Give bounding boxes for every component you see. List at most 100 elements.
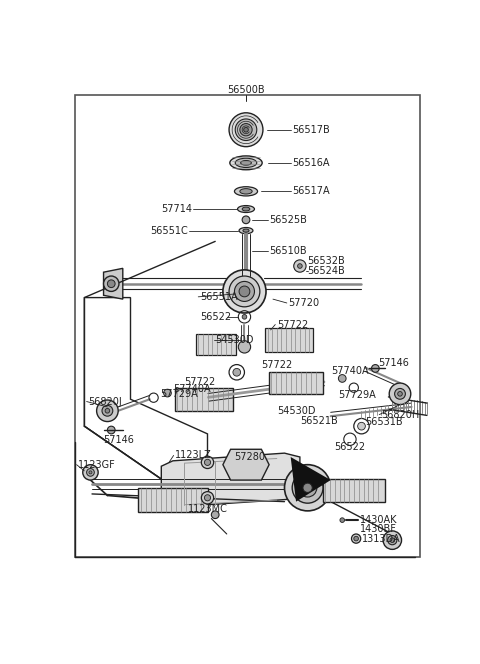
Circle shape bbox=[108, 426, 115, 434]
Circle shape bbox=[108, 280, 115, 288]
Polygon shape bbox=[223, 450, 269, 480]
Text: 56525B: 56525B bbox=[269, 215, 307, 225]
Circle shape bbox=[204, 495, 211, 501]
Circle shape bbox=[239, 286, 250, 297]
Polygon shape bbox=[291, 457, 331, 501]
Text: 57720: 57720 bbox=[288, 298, 320, 308]
Circle shape bbox=[234, 282, 254, 301]
Bar bbox=[175, 388, 233, 411]
Ellipse shape bbox=[239, 228, 253, 234]
Text: 1123MC: 1123MC bbox=[188, 505, 228, 515]
Circle shape bbox=[105, 408, 110, 413]
Text: 1313DA: 1313DA bbox=[361, 534, 400, 544]
Circle shape bbox=[340, 518, 345, 523]
Text: 56531B: 56531B bbox=[365, 418, 403, 428]
Circle shape bbox=[102, 406, 113, 416]
Circle shape bbox=[303, 483, 312, 493]
Circle shape bbox=[235, 119, 257, 141]
Ellipse shape bbox=[240, 189, 252, 194]
Circle shape bbox=[294, 260, 306, 272]
Circle shape bbox=[83, 465, 98, 480]
Text: 56532B: 56532B bbox=[308, 256, 345, 266]
Circle shape bbox=[389, 383, 411, 404]
Text: 57722: 57722 bbox=[184, 376, 216, 386]
Text: 57722: 57722 bbox=[277, 319, 308, 329]
Text: 56510B: 56510B bbox=[269, 246, 307, 256]
Circle shape bbox=[229, 276, 260, 307]
Circle shape bbox=[229, 113, 263, 147]
Circle shape bbox=[351, 534, 361, 543]
Circle shape bbox=[395, 388, 406, 399]
Circle shape bbox=[211, 511, 219, 519]
Text: 57740A: 57740A bbox=[173, 384, 210, 394]
Circle shape bbox=[285, 465, 331, 511]
Circle shape bbox=[242, 216, 250, 224]
Circle shape bbox=[240, 124, 252, 136]
Circle shape bbox=[233, 369, 240, 376]
Text: 57740A: 57740A bbox=[331, 366, 368, 376]
Text: 56521B: 56521B bbox=[300, 416, 337, 426]
Text: 56820H: 56820H bbox=[381, 410, 419, 420]
Circle shape bbox=[244, 127, 248, 132]
Polygon shape bbox=[161, 453, 300, 507]
Circle shape bbox=[223, 270, 266, 313]
Ellipse shape bbox=[234, 187, 258, 196]
Bar bbox=[196, 334, 236, 355]
Circle shape bbox=[372, 365, 379, 373]
Circle shape bbox=[164, 389, 171, 397]
Circle shape bbox=[292, 472, 323, 503]
Circle shape bbox=[238, 341, 251, 353]
Text: 56500B: 56500B bbox=[227, 86, 265, 96]
Ellipse shape bbox=[230, 156, 262, 170]
Circle shape bbox=[242, 315, 247, 319]
Text: 54530D: 54530D bbox=[277, 406, 315, 416]
Text: 56551A: 56551A bbox=[200, 291, 238, 302]
Circle shape bbox=[358, 422, 365, 430]
Text: 56516A: 56516A bbox=[292, 158, 330, 168]
Ellipse shape bbox=[235, 158, 257, 167]
Circle shape bbox=[201, 456, 214, 469]
Bar bbox=[323, 479, 384, 501]
Text: 57714: 57714 bbox=[161, 204, 192, 214]
Circle shape bbox=[204, 459, 211, 465]
Text: 1123LZ: 1123LZ bbox=[175, 450, 212, 460]
Ellipse shape bbox=[240, 161, 252, 165]
Circle shape bbox=[390, 538, 395, 542]
Circle shape bbox=[299, 479, 317, 497]
Text: 57729A: 57729A bbox=[160, 389, 197, 399]
Ellipse shape bbox=[242, 207, 250, 211]
Circle shape bbox=[201, 491, 214, 504]
Bar bbox=[265, 327, 313, 353]
Circle shape bbox=[86, 469, 94, 476]
Ellipse shape bbox=[238, 206, 254, 212]
Text: 56517A: 56517A bbox=[292, 187, 330, 197]
Text: 56517B: 56517B bbox=[292, 125, 330, 135]
Text: 57729A: 57729A bbox=[338, 390, 376, 400]
Text: 1430BF: 1430BF bbox=[360, 525, 397, 535]
Text: 56522: 56522 bbox=[335, 442, 366, 452]
Text: 56524B: 56524B bbox=[308, 266, 345, 276]
Text: 57280: 57280 bbox=[234, 452, 265, 462]
Text: 56820J: 56820J bbox=[88, 396, 122, 406]
Text: 1123GF: 1123GF bbox=[78, 459, 116, 469]
Bar bbox=[138, 488, 207, 513]
Circle shape bbox=[338, 374, 346, 382]
Text: 57146: 57146 bbox=[378, 358, 409, 368]
Text: 1430AK: 1430AK bbox=[360, 515, 397, 525]
Circle shape bbox=[89, 471, 92, 474]
Circle shape bbox=[104, 276, 119, 291]
Polygon shape bbox=[104, 268, 123, 299]
Circle shape bbox=[383, 531, 402, 549]
Ellipse shape bbox=[243, 229, 249, 232]
Text: 54530D: 54530D bbox=[215, 335, 254, 345]
Bar bbox=[269, 373, 323, 394]
Text: 56551C: 56551C bbox=[151, 226, 188, 236]
Circle shape bbox=[298, 264, 302, 268]
Circle shape bbox=[388, 536, 397, 544]
Circle shape bbox=[398, 392, 402, 396]
Text: 56522: 56522 bbox=[200, 312, 231, 322]
Text: 57146: 57146 bbox=[104, 435, 134, 445]
Circle shape bbox=[354, 537, 359, 541]
Circle shape bbox=[96, 400, 118, 422]
Text: 57722: 57722 bbox=[261, 360, 292, 370]
